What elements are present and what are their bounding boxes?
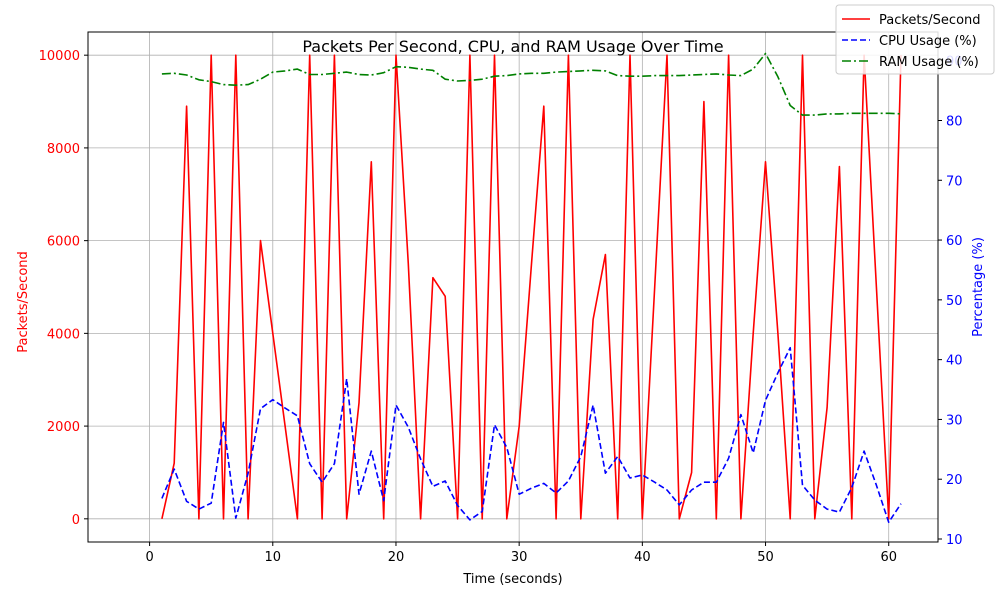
plot-frame [87, 31, 939, 543]
legend-label-cpu: CPU Usage (%) [879, 34, 977, 49]
x-tick-label: 10 [265, 550, 282, 565]
y-tick-label-left: 2000 [47, 420, 80, 435]
x-axis-label: Time (seconds) [462, 572, 562, 587]
grid [88, 32, 938, 542]
y-tick-label-right: 50 [946, 294, 963, 309]
y-tick-label-right: 60 [946, 234, 963, 249]
y-tick-label-right: 80 [946, 114, 963, 129]
x-tick-label: 60 [880, 550, 897, 565]
y-tick-label-left: 6000 [47, 235, 80, 250]
series-line-packets [161, 54, 902, 520]
y-tick-label-right: 20 [946, 473, 963, 488]
x-tick-label: 50 [757, 550, 774, 565]
legend-frame [835, 4, 995, 75]
y-axis-label-right: Percentage (%) [971, 237, 986, 337]
x-tick-label: 40 [634, 550, 651, 565]
chart-title: Packets Per Second, CPU, and RAM Usage O… [302, 37, 723, 56]
y-tick-label-right: 40 [946, 354, 963, 369]
y-tick-label-left: 0 [72, 513, 80, 528]
axes: 0 10 20 30 40 50 60 0 2000 4000 6000 8000 10000 10 20 3… [39, 49, 963, 565]
x-tick-label: 20 [388, 550, 405, 565]
legend-label-packets: Packets/Second [879, 13, 981, 28]
y-axis-label-left: Packets/Second [16, 251, 31, 353]
legend: Packets/Second CPU Usage (%) RAM Usage (… [835, 4, 995, 75]
y-tick-label-right: 10 [946, 533, 963, 548]
legend-label-ram: RAM Usage (%) [879, 55, 979, 70]
y-tick-label-left: 8000 [47, 142, 80, 157]
plot-area [161, 52, 902, 524]
series-line-ram [161, 52, 902, 116]
x-tick-label: 0 [145, 550, 153, 565]
y-tick-label-left: 10000 [39, 49, 80, 64]
y-tick-label-right: 30 [946, 413, 963, 428]
x-tick-label: 30 [511, 550, 528, 565]
y-tick-label-right: 70 [946, 174, 963, 189]
y-tick-label-left: 4000 [47, 327, 80, 342]
series-line-cpu [161, 346, 902, 524]
